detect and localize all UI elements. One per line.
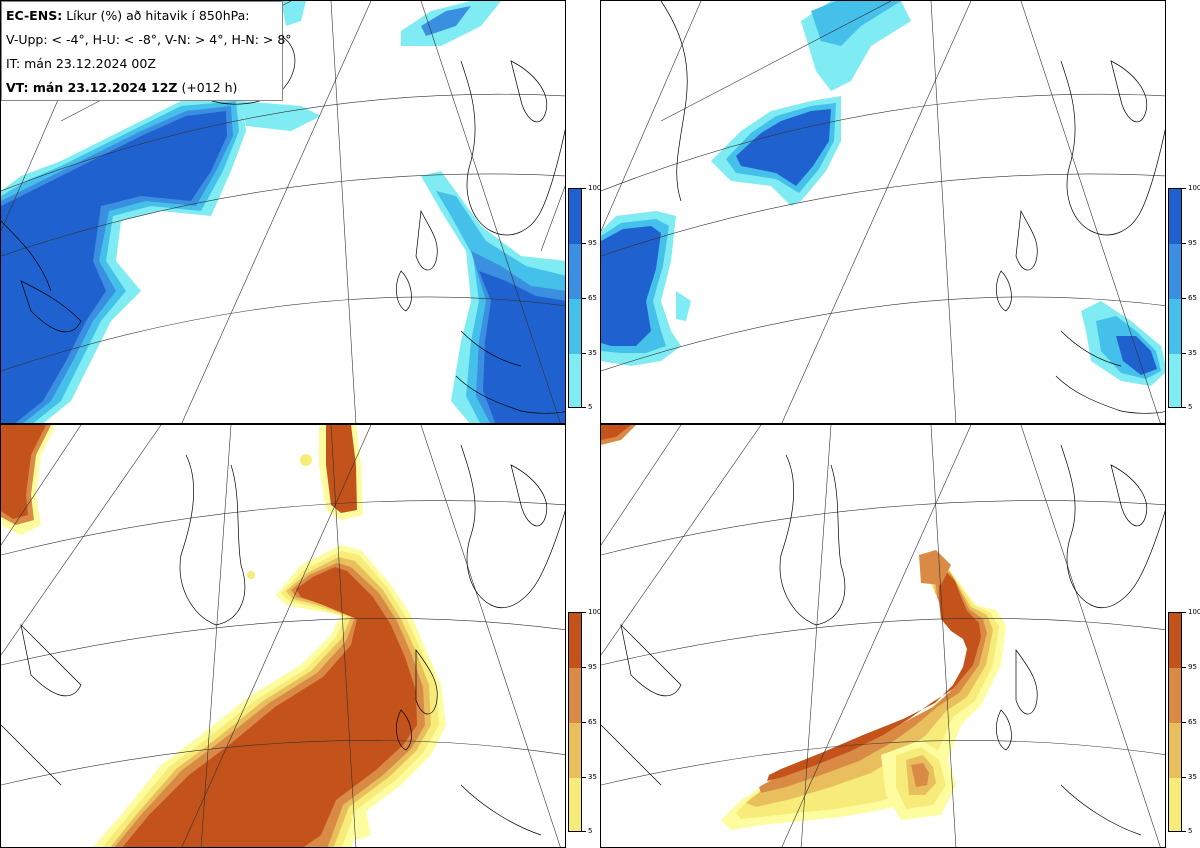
model-label: EC-ENS: [6,8,63,23]
probability-field [601,425,1006,830]
graticule [601,425,1165,847]
info-box: EC-ENS: Líkur (%) að hitavik í 850hPa: V… [1,1,292,101]
map-panel-cold-minus8 [600,0,1166,424]
colorbar-tick: 95 [1182,663,1197,671]
colorbar-tick: 100 [1181,608,1200,616]
colorbar-tick: 65 [582,294,597,302]
map-panel-warm-plus8 [600,424,1166,848]
colorbar-tick: 35 [1182,349,1197,357]
colorbar-tick: 5 [1181,827,1193,835]
thresholds-text: V-Upp: < -4°, H-U: < -8°, V-N: > 4°, H-N… [6,32,292,47]
map-cold-minus4 [1,1,565,423]
map-warm-plus4 [1,425,565,847]
colorbar-tick: 100 [1181,184,1200,192]
colorbar-cold-top-right [1168,188,1182,408]
colorbar-tick: 100 [581,184,602,192]
graticule [601,1,1165,423]
info-line-4: VT: mán 23.12.2024 12Z (+012 h) [6,77,278,101]
map-panel-warm-plus4 [0,424,566,848]
colorbar-segment [569,244,581,299]
colorbar-segment [1169,613,1181,668]
map-panel-cold-minus4: EC-ENS: Líkur (%) að hitavik í 850hPa: V… [0,0,566,424]
valid-time-label: VT: mán 23.12.2024 12Z [6,80,178,95]
title-text: Líkur (%) að hitavik í 850hPa: [66,8,250,23]
coastlines [1,444,565,836]
colorbar-segment [569,778,581,831]
colorbar-tick: 65 [1182,718,1197,726]
colorbar-tick: 65 [582,718,597,726]
colorbar-warm-bottom-left [568,612,582,832]
colorbar-segment [1169,299,1181,354]
colorbar-tick: 95 [582,239,597,247]
colorbar-tick: 5 [581,403,593,411]
colorbar-segment [569,723,581,778]
colorbar-tick: 5 [581,827,593,835]
colorbar-tick: 35 [582,773,597,781]
colorbar-segment [1169,189,1181,244]
initial-time-text: IT: mán 23.12.2024 00Z [6,56,156,71]
colorbar-tick: 95 [582,663,597,671]
colorbar-segment [1169,668,1181,723]
graticule [1,425,565,847]
coastlines [660,1,1165,414]
lead-time-text: (+012 h) [181,80,238,95]
colorbar-warm-bottom-right [1168,612,1182,832]
colorbar-tick: 35 [1182,773,1197,781]
probability-field [1,425,446,847]
colorbar-tick: 95 [1182,239,1197,247]
coastlines [601,444,1165,836]
map-cold-minus8 [601,1,1165,423]
colorbar-segment [1169,778,1181,831]
colorbar-cold-top-left [568,188,582,408]
colorbar-segment [569,189,581,244]
colorbar-segment [1169,244,1181,299]
colorbar-segment [569,354,581,407]
colorbar-tick: 5 [1181,403,1193,411]
colorbar-tick: 100 [581,608,602,616]
probability-field [601,1,1165,386]
coastlines [1,27,565,414]
map-warm-plus8 [601,425,1165,847]
colorbar-tick: 35 [582,349,597,357]
colorbar-segment [569,613,581,668]
colorbar-segment [1169,723,1181,778]
probability-field [1,1,565,423]
colorbar-segment [1169,354,1181,407]
info-line-1: EC-ENS: Líkur (%) að hitavik í 850hPa: [6,5,278,29]
colorbar-segment [569,299,581,354]
colorbar-tick: 65 [1182,294,1197,302]
colorbar-segment [569,668,581,723]
